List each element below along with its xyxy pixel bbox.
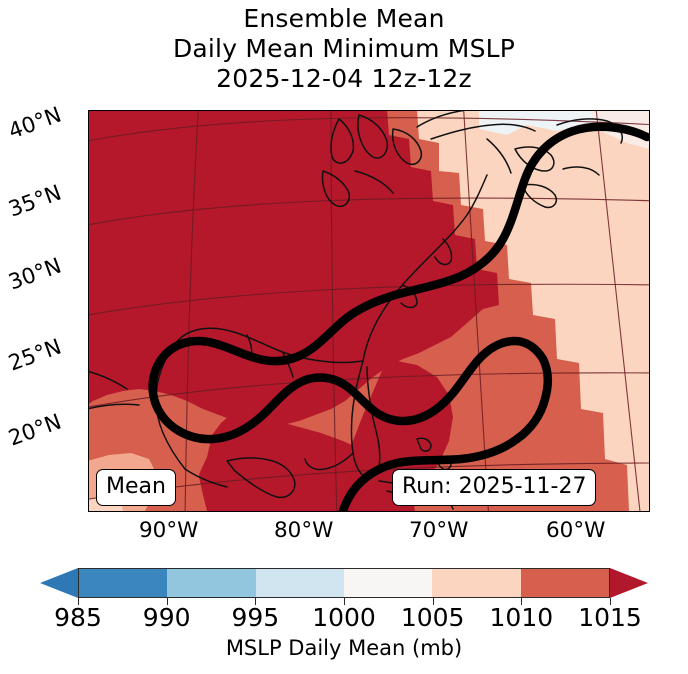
lon-tick-90w: 90°W — [139, 518, 199, 543]
map-graphic — [89, 111, 649, 511]
colorbar-tick-995 — [255, 598, 257, 605]
colorbar-band-1005-1010 — [432, 569, 521, 597]
field-patch-near-white — [479, 111, 593, 136]
colorbar-tick-label-1010: 1010 — [489, 603, 554, 632]
title-line-3: 2025-12-04 12z-12z — [216, 64, 472, 93]
colorbar-under-arrow — [40, 568, 78, 598]
colorbar-title: MSLP Daily Mean (mb) — [225, 636, 463, 660]
colorbar-tick-label-1000: 1000 — [312, 603, 376, 632]
colorbar-tick-label-990: 990 — [142, 603, 191, 632]
figure-title: Ensemble Mean Daily Mean Minimum MSLP 20… — [0, 4, 688, 94]
contour-1013mb — [148, 122, 649, 511]
colorbar-tick-1005 — [432, 598, 434, 605]
colorbar-over-arrow — [610, 568, 648, 598]
map-canvas — [89, 111, 649, 511]
colorbar-tick-985 — [78, 598, 79, 605]
map-panel — [88, 110, 650, 512]
colorbar-band-1000-1005 — [343, 569, 433, 597]
colorbar: 985 990 995 1000 1005 1010 1015 MSLP Daily Mea… — [0, 560, 688, 674]
annotation-run-text: Run: 2025-11-27 — [402, 474, 587, 499]
lat-tick-25n: 25°N — [5, 334, 65, 377]
annotation-run: Run: 2025-11-27 — [392, 469, 597, 506]
lat-tick-35n: 35°N — [5, 180, 65, 223]
colorbar-tick-label-995: 995 — [231, 603, 280, 632]
lat-tick-20n: 20°N — [5, 409, 65, 452]
lat-tick-30n: 30°N — [5, 253, 65, 296]
colorbar-tick-1015 — [610, 598, 611, 605]
title-line-1: Ensemble Mean — [243, 4, 445, 33]
colorbar-bands — [78, 568, 610, 598]
lat-tick-40n: 40°N — [5, 102, 65, 145]
lon-tick-60w: 60°W — [546, 518, 606, 543]
colorbar-band-1010-1015 — [520, 569, 609, 597]
lon-tick-80w: 80°W — [274, 518, 334, 543]
colorbar-band-985-990 — [79, 569, 168, 597]
annotation-mean-text: Mean — [106, 474, 166, 499]
colorbar-tick-1010 — [521, 598, 523, 605]
colorbar-band-990-995 — [167, 569, 256, 597]
colorbar-tick-label-1005: 1005 — [400, 603, 465, 632]
colorbar-tick-label-1015: 1015 — [578, 603, 642, 632]
title-line-2: Daily Mean Minimum MSLP — [172, 34, 516, 63]
lon-tick-70w: 70°W — [409, 518, 469, 543]
annotation-mean: Mean — [96, 469, 176, 506]
colorbar-tick-990 — [166, 598, 168, 605]
colorbar-band-995-1000 — [255, 569, 344, 597]
colorbar-tick-label-985: 985 — [54, 603, 102, 632]
colorbar-tick-1000 — [344, 598, 345, 605]
field-band-1010-1015 — [89, 111, 500, 428]
